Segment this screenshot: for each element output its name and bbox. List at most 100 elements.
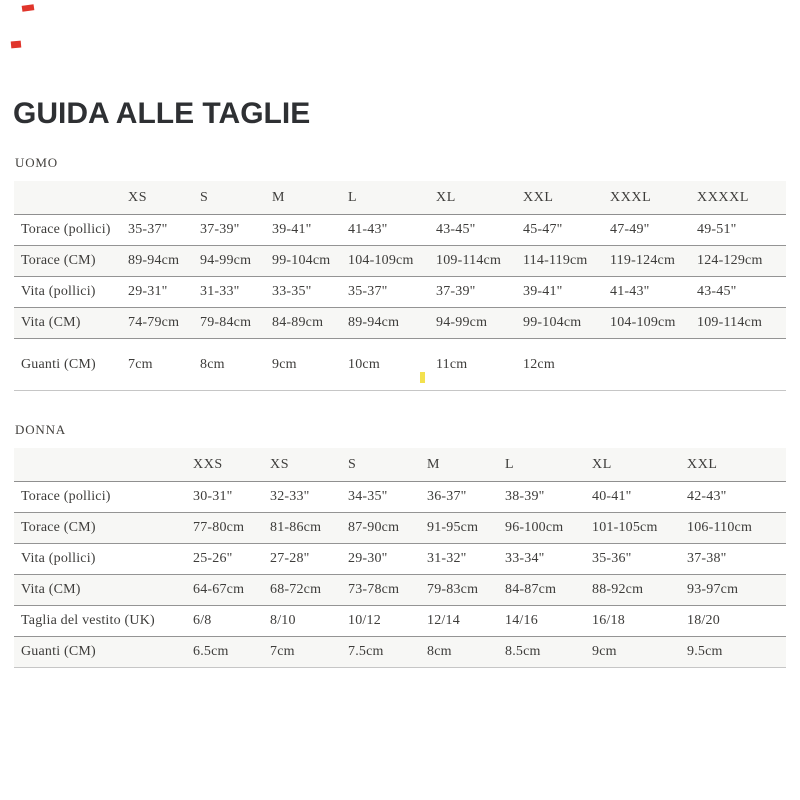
size-value-cell: 7cm <box>270 636 348 668</box>
size-value-cell: 27-28" <box>270 551 310 566</box>
size-value-cell: 47-49" <box>610 222 650 237</box>
size-value-cell: 81-86cm <box>270 512 348 544</box>
size-value-cell: 30-31" <box>193 489 233 504</box>
size-value-cell: 79-84cm <box>200 307 272 339</box>
row-label: Torace (pollici) <box>21 489 111 504</box>
size-value-cell: 39-41" <box>523 284 563 299</box>
size-value-cell: 18/20 <box>687 613 720 628</box>
size-value-cell: 12/14 <box>427 613 460 628</box>
size-value-cell: 109-114cm <box>436 245 523 277</box>
size-value-cell: 7.5cm <box>348 636 427 668</box>
size-value-cell: 33-34" <box>505 551 545 566</box>
column-header: S <box>348 448 427 482</box>
size-value-cell <box>610 339 697 391</box>
section-heading: UOMO <box>15 155 58 170</box>
table-row: Torace (pollici) 30-31" 32-33" 34-35" 36-37"… <box>14 482 786 513</box>
size-value-cell: 84-89cm <box>272 307 348 339</box>
size-value-cell: 89-94cm <box>128 245 200 277</box>
size-value-cell: 39-41" <box>272 222 312 237</box>
size-value-cell: 37-39" <box>200 222 240 237</box>
row-label: Guanti (CM) <box>14 636 193 668</box>
size-value-cell: 41-43" <box>610 284 650 299</box>
size-value-cell: 11cm <box>436 356 468 372</box>
table-row: Taglia del vestito (UK) 6/8 8/10 10/12 12/14… <box>14 606 786 637</box>
size-value-cell: 40-41" <box>592 489 632 504</box>
row-label: Vita (CM) <box>14 574 193 606</box>
size-value-cell: 7cm <box>128 356 153 372</box>
size-value-cell: 73-78cm <box>348 574 427 606</box>
size-value-cell: 94-99cm <box>436 307 523 339</box>
size-value-cell: 88-92cm <box>592 574 687 606</box>
header-row: XXS XS S M L XL XXL <box>14 448 786 482</box>
section-uomo: UOMO XS S M L XL XXL XXXL XXXXL Torace (pollici) 3… <box>14 155 786 391</box>
row-label: Torace (CM) <box>14 245 128 277</box>
size-value-cell: 33-35" <box>272 284 312 299</box>
row-label: Vita (pollici) <box>21 284 96 299</box>
size-value-cell: 8.5cm <box>505 636 592 668</box>
size-value-cell: 64-67cm <box>193 574 270 606</box>
size-value-cell <box>697 339 786 391</box>
size-value-cell: 74-79cm <box>128 307 200 339</box>
column-header: XXXL <box>610 181 697 215</box>
size-value-cell: 91-95cm <box>427 512 505 544</box>
size-value-cell: 94-99cm <box>200 245 272 277</box>
size-value-cell: 14/16 <box>505 613 538 628</box>
size-value-cell: 8/10 <box>270 613 296 628</box>
size-value-cell: 31-32" <box>427 551 467 566</box>
header-row: XS S M L XL XXL XXXL XXXXL <box>14 181 786 215</box>
table-row: Vita (pollici) 25-26" 27-28" 29-30" 31-32" 33… <box>14 544 786 575</box>
size-value-cell: 42-43" <box>687 489 727 504</box>
row-label-header <box>14 181 128 215</box>
size-value-cell: 68-72cm <box>270 574 348 606</box>
size-value-cell: 10cm <box>348 356 380 372</box>
size-value-cell: 25-26" <box>193 551 233 566</box>
column-header: S <box>200 181 272 215</box>
size-value-cell: 79-83cm <box>427 574 505 606</box>
size-value-cell: 8cm <box>200 356 225 372</box>
size-value-cell: 9cm <box>592 636 687 668</box>
size-value-cell: 38-39" <box>505 489 545 504</box>
size-value-cell: 49-51" <box>697 222 737 237</box>
size-value-cell: 35-37" <box>128 222 168 237</box>
size-value-cell: 10/12 <box>348 613 381 628</box>
section-donna: DONNA XXS XS S M L XL XXL Torace (pollici) 30-31"… <box>14 422 786 668</box>
row-label-header <box>14 448 193 482</box>
row-label: Vita (CM) <box>14 307 128 339</box>
size-value-cell: 34-35" <box>348 489 388 504</box>
size-value-cell: 12cm <box>523 356 555 372</box>
size-value-cell: 37-39" <box>436 284 476 299</box>
row-label: Guanti (CM) <box>21 356 96 372</box>
table-row: Torace (CM) 89-94cm 94-99cm 99-104cm 104-109… <box>14 245 786 277</box>
size-value-cell: 9cm <box>272 356 297 372</box>
size-value-cell: 114-119cm <box>523 245 610 277</box>
size-table: XXS XS S M L XL XXL Torace (pollici) 30-31" 32-33… <box>14 448 786 668</box>
size-value-cell: 104-109cm <box>610 307 697 339</box>
column-header: XXL <box>687 448 786 482</box>
column-header: XL <box>436 181 523 215</box>
size-value-cell: 37-38" <box>687 551 727 566</box>
size-value-cell: 32-33" <box>270 489 310 504</box>
table-row: Vita (CM) 64-67cm 68-72cm 73-78cm 79-83cm 84-… <box>14 574 786 606</box>
size-value-cell: 6.5cm <box>193 636 270 668</box>
section-heading: DONNA <box>15 422 66 437</box>
size-value-cell: 99-104cm <box>272 245 348 277</box>
column-header: M <box>272 181 348 215</box>
size-value-cell: 89-94cm <box>348 307 436 339</box>
size-value-cell: 45-47" <box>523 222 563 237</box>
size-value-cell: 87-90cm <box>348 512 427 544</box>
column-header: XL <box>592 448 687 482</box>
size-value-cell: 6/8 <box>193 613 212 628</box>
size-value-cell: 84-87cm <box>505 574 592 606</box>
size-value-cell: 31-33" <box>200 284 240 299</box>
column-header: XS <box>128 181 200 215</box>
column-header: XXXXL <box>697 181 786 215</box>
yellow-cursor-artifact <box>420 372 425 383</box>
size-value-cell: 41-43" <box>348 222 388 237</box>
row-label: Vita (pollici) <box>21 551 96 566</box>
size-value-cell: 43-45" <box>697 284 737 299</box>
size-value-cell: 35-37" <box>348 284 388 299</box>
size-value-cell: 124-129cm <box>697 245 786 277</box>
size-table: XS S M L XL XXL XXXL XXXXL Torace (pollici) 35-37… <box>14 181 786 391</box>
size-value-cell: 35-36" <box>592 551 632 566</box>
